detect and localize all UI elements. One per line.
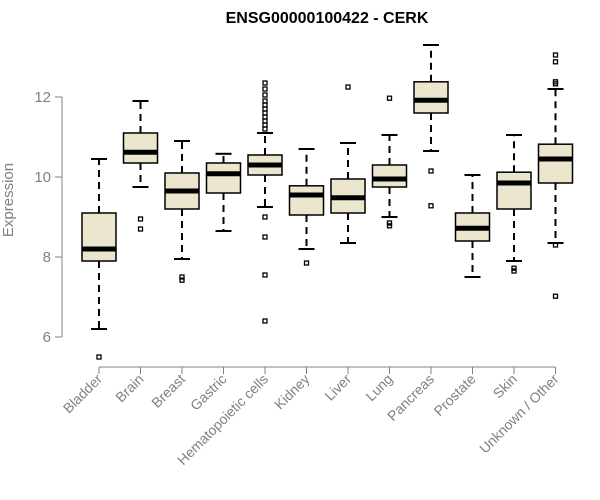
outlier-point xyxy=(552,52,559,58)
outlier-point xyxy=(262,318,268,324)
box-pancreas xyxy=(413,44,449,209)
y-tick-label: 12 xyxy=(34,89,51,106)
box-skin xyxy=(496,134,532,274)
outlier-point xyxy=(303,260,310,266)
outlier-point xyxy=(552,242,559,248)
outlier-point xyxy=(137,216,144,222)
outlier-point xyxy=(262,92,268,98)
box-prostate xyxy=(454,174,491,278)
x-tick-label: Breast xyxy=(148,371,188,411)
box-liver xyxy=(330,84,366,244)
box-kidney xyxy=(288,148,325,266)
box-group xyxy=(81,44,574,360)
box-unknown-other xyxy=(537,52,574,299)
outlier-point xyxy=(386,220,393,226)
x-tick-label: Kidney xyxy=(271,371,313,413)
outlier-point xyxy=(262,80,268,86)
box-iqr xyxy=(413,81,449,114)
x-tick-label: Skin xyxy=(490,371,521,402)
outlier-point xyxy=(552,293,559,299)
box-hematopoietic-cells xyxy=(247,80,283,324)
outlier-point xyxy=(262,86,268,92)
outlier-point xyxy=(428,203,434,209)
box-iqr xyxy=(288,185,325,216)
x-tick-label: Liver xyxy=(321,371,354,404)
box-iqr xyxy=(537,143,574,184)
box-lung xyxy=(371,95,408,229)
x-tick-label: Brain xyxy=(112,371,146,405)
outlier-point xyxy=(386,223,393,229)
outlier-point xyxy=(552,59,559,65)
box-iqr xyxy=(205,162,242,194)
box-breast xyxy=(164,140,200,283)
outlier-point xyxy=(552,81,559,87)
x-tick-label: Unknown / Other xyxy=(476,371,562,457)
outlier-point xyxy=(511,265,517,271)
y-tick-label: 10 xyxy=(34,169,51,186)
outlier-point xyxy=(345,84,351,90)
outlier-point xyxy=(262,214,268,220)
x-tick-label: Lung xyxy=(362,371,395,404)
box-gastric xyxy=(205,152,242,232)
box-bladder xyxy=(81,158,117,360)
box-iqr xyxy=(371,164,408,188)
box-iqr xyxy=(496,171,532,210)
outlier-point xyxy=(511,268,517,274)
x-tick-label: Prostate xyxy=(430,371,478,419)
y-axis-label: Expression xyxy=(0,163,17,237)
outlier-point xyxy=(179,277,185,283)
outlier-point xyxy=(96,354,102,360)
outlier-point xyxy=(428,168,434,174)
outlier-point xyxy=(262,234,268,240)
chart-title: ENSG00000100422 - CERK xyxy=(226,10,429,27)
outlier-point xyxy=(179,274,185,280)
box-iqr xyxy=(81,212,117,262)
box-iqr xyxy=(122,132,159,164)
outlier-point xyxy=(262,272,268,278)
outlier-point xyxy=(137,226,144,232)
y-tick-label: 6 xyxy=(43,329,51,346)
x-tick-label: Bladder xyxy=(60,371,106,417)
box-brain xyxy=(122,100,159,232)
y-axis: 6 8 10 12 xyxy=(34,89,63,346)
outlier-point xyxy=(262,126,268,132)
y-tick-label: 8 xyxy=(43,249,51,266)
outlier-point xyxy=(386,95,393,101)
